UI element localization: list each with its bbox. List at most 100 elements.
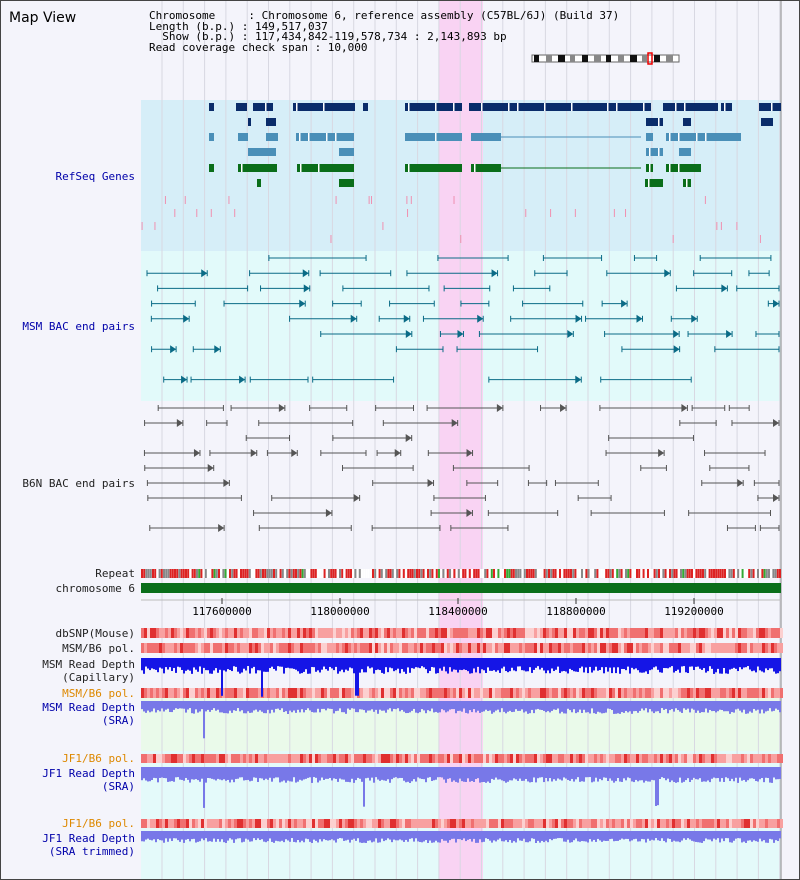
msm-pol-sra-cell bbox=[231, 688, 234, 698]
msm-depth-cap-bar bbox=[255, 658, 257, 674]
msm-bac-arrow bbox=[201, 269, 208, 278]
jf1-depth-trim-bar bbox=[589, 831, 591, 840]
jf1-depth-trim-bar bbox=[265, 831, 267, 843]
exon-gap bbox=[517, 103, 519, 111]
jf1-pol-trim-cell bbox=[495, 819, 498, 828]
repeat-mark bbox=[715, 569, 718, 578]
jf1-pol-cell bbox=[510, 754, 513, 763]
jf1-depth-trim-bar bbox=[333, 831, 335, 841]
repeat-mark bbox=[191, 569, 194, 578]
repeat-mark bbox=[543, 569, 546, 578]
msm-depth-cap-bar bbox=[759, 658, 761, 671]
msm-depth-sra-bar bbox=[667, 701, 669, 714]
dbsnp-cell bbox=[654, 628, 657, 638]
msm-depth-cap-bar bbox=[497, 658, 499, 671]
jf1-depth-bar bbox=[293, 767, 295, 778]
msm-depth-cap-bar bbox=[177, 658, 179, 667]
repeat-mark bbox=[567, 569, 570, 578]
jf1-depth-trim-bar bbox=[257, 831, 259, 839]
jf1-depth-trim-bar bbox=[423, 831, 425, 842]
jf1-pol-trim-cell bbox=[393, 819, 396, 828]
track-label-msm-depth-cap-sub: (Capillary) bbox=[62, 671, 135, 684]
msm-depth-sra-bar bbox=[569, 701, 571, 711]
refseq-tick bbox=[154, 222, 156, 230]
refseq-tick bbox=[335, 196, 337, 204]
msm-depth-sra-bar bbox=[489, 701, 491, 711]
msm-pol-cell bbox=[618, 643, 621, 653]
msm-depth-cap-bar bbox=[563, 658, 565, 671]
dbsnp-cell bbox=[723, 628, 726, 638]
msm-depth-cap-bar bbox=[179, 658, 181, 668]
msm-depth-sra-bar bbox=[335, 701, 337, 712]
jf1-depth-trim-bar bbox=[233, 831, 235, 843]
msm-pol-sra-cell bbox=[192, 688, 195, 698]
jf1-depth-bar bbox=[263, 767, 265, 781]
msm-depth-sra-bar bbox=[387, 701, 389, 710]
jf1-pol-trim-cell bbox=[615, 819, 618, 828]
jf1-pol-cell bbox=[309, 754, 312, 763]
jf1-depth-trim-bar bbox=[275, 831, 277, 841]
msm-pol-sra-cell bbox=[516, 688, 519, 698]
jf1-pol-trim-cell bbox=[225, 819, 228, 828]
jf1-depth-trim-bar bbox=[271, 831, 273, 842]
msm-depth-cap-bar bbox=[171, 658, 173, 672]
msm-depth-cap-bar bbox=[769, 658, 771, 669]
repeat-mark bbox=[398, 569, 401, 578]
jf1-depth-bar bbox=[741, 767, 743, 781]
dbsnp-cell bbox=[483, 628, 486, 638]
jf1-pol-trim-cell bbox=[675, 819, 678, 828]
jf1-pol-trim-cell bbox=[573, 819, 576, 828]
track-label-msm-bac[interactable]: MSM BAC end pairs bbox=[22, 320, 135, 333]
jf1-depth-trim-bar bbox=[345, 831, 347, 841]
jf1-pol-cell bbox=[609, 754, 612, 763]
gene-exon bbox=[471, 133, 501, 141]
jf1-depth-trim-bar bbox=[629, 831, 631, 842]
repeat-mark bbox=[647, 569, 649, 578]
jf1-depth-bar bbox=[245, 767, 247, 781]
jf1-pol-trim-cell bbox=[624, 819, 627, 828]
track-label-b6n-bac[interactable]: B6N BAC end pairs bbox=[22, 477, 135, 490]
msm-pol-cell bbox=[747, 643, 750, 653]
jf1-depth-bar bbox=[755, 767, 757, 782]
msm-pol-cell bbox=[219, 643, 222, 653]
msm-pol-sra-cell bbox=[369, 688, 372, 698]
msm-depth-sra-bar bbox=[691, 701, 693, 709]
jf1-depth-bar bbox=[211, 767, 213, 779]
jf1-depth-trim-bar bbox=[169, 831, 171, 839]
msm-pol-sra-cell bbox=[621, 688, 624, 698]
gene-exon bbox=[405, 103, 462, 111]
jf1-pol-trim-cell bbox=[189, 819, 192, 828]
msm-pol-cell bbox=[363, 643, 366, 653]
msm-depth-sra-bar bbox=[593, 701, 595, 714]
jf1-pol-cell bbox=[603, 754, 606, 763]
track-label-jf1-pol: JF1/B6 pol. bbox=[62, 752, 135, 765]
jf1-pol-trim-cell bbox=[501, 819, 504, 828]
dbsnp-cell bbox=[489, 628, 492, 638]
msm-depth-cap-bar bbox=[745, 658, 747, 668]
jf1-depth-trim-bar bbox=[611, 831, 613, 839]
msm-depth-cap-bar bbox=[521, 658, 523, 671]
jf1-pol-cell bbox=[201, 754, 204, 763]
msm-pol-sra-cell bbox=[156, 688, 159, 698]
msm-bac-arrow bbox=[477, 314, 484, 323]
jf1-pol-trim-cell bbox=[378, 819, 381, 828]
jf1-pol-trim-cell bbox=[462, 819, 465, 828]
repeat-mark bbox=[508, 569, 511, 578]
jf1-depth-bar bbox=[195, 767, 197, 780]
msm-depth-cap-bar bbox=[573, 658, 575, 672]
msm-depth-sra-bar bbox=[249, 701, 251, 713]
msm-depth-sra-bar bbox=[181, 701, 183, 709]
msm-pol-cell bbox=[696, 643, 699, 653]
msm-pol-sra-cell bbox=[336, 688, 339, 698]
msm-depth-sra-bar bbox=[749, 701, 751, 712]
msm-pol-sra-cell bbox=[636, 688, 639, 698]
repeat-mark bbox=[385, 569, 388, 578]
msm-pol-sra-cell bbox=[732, 688, 735, 698]
track-label-refseq-genes[interactable]: RefSeq Genes bbox=[55, 170, 135, 183]
repeat-mark bbox=[240, 569, 242, 578]
jf1-depth-trim-bar bbox=[349, 831, 351, 843]
msm-pol-sra-cell bbox=[618, 688, 621, 698]
dbsnp-cell bbox=[180, 628, 183, 638]
refseq-tick bbox=[164, 196, 166, 204]
